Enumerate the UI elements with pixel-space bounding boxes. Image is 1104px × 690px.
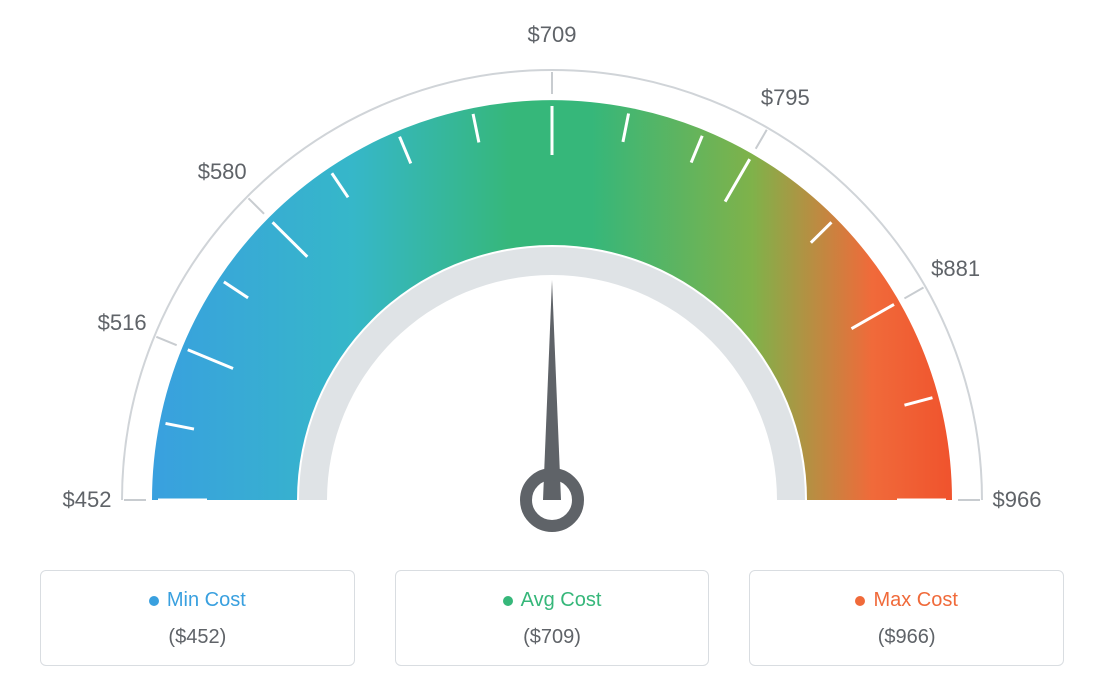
gauge-tick-label: $516 — [98, 310, 147, 336]
max-cost-label: Max Cost — [873, 589, 957, 611]
avg-cost-value: ($709) — [406, 626, 699, 649]
gauge-tick-label: $709 — [528, 22, 577, 48]
legend-row: Min Cost ($452) Avg Cost ($709) Max Cost… — [0, 570, 1104, 666]
avg-cost-label: Avg Cost — [521, 589, 602, 611]
gauge-tick-label: $580 — [198, 159, 247, 185]
gauge-tick-label: $452 — [63, 487, 112, 513]
avg-cost-title: Avg Cost — [406, 589, 699, 612]
max-cost-value: ($966) — [760, 626, 1053, 649]
max-cost-title: Max Cost — [760, 589, 1053, 612]
gauge-chart-container: $452 $516 $580 $709 $795 $881 $966 Min Cost ($… — [0, 0, 1104, 690]
max-cost-card: Max Cost ($966) — [749, 570, 1064, 666]
min-cost-value: ($452) — [51, 626, 344, 649]
min-cost-dot — [149, 596, 159, 606]
gauge-tick-label: $881 — [931, 256, 980, 282]
max-cost-dot — [855, 596, 865, 606]
avg-cost-dot — [503, 596, 513, 606]
gauge-tick-label: $795 — [761, 85, 810, 111]
min-cost-title: Min Cost — [51, 589, 344, 612]
gauge-tick-label: $966 — [993, 487, 1042, 513]
gauge-area: $452 $516 $580 $709 $795 $881 $966 — [0, 0, 1104, 560]
min-cost-label: Min Cost — [167, 589, 246, 611]
min-cost-card: Min Cost ($452) — [40, 570, 355, 666]
avg-cost-card: Avg Cost ($709) — [395, 570, 710, 666]
